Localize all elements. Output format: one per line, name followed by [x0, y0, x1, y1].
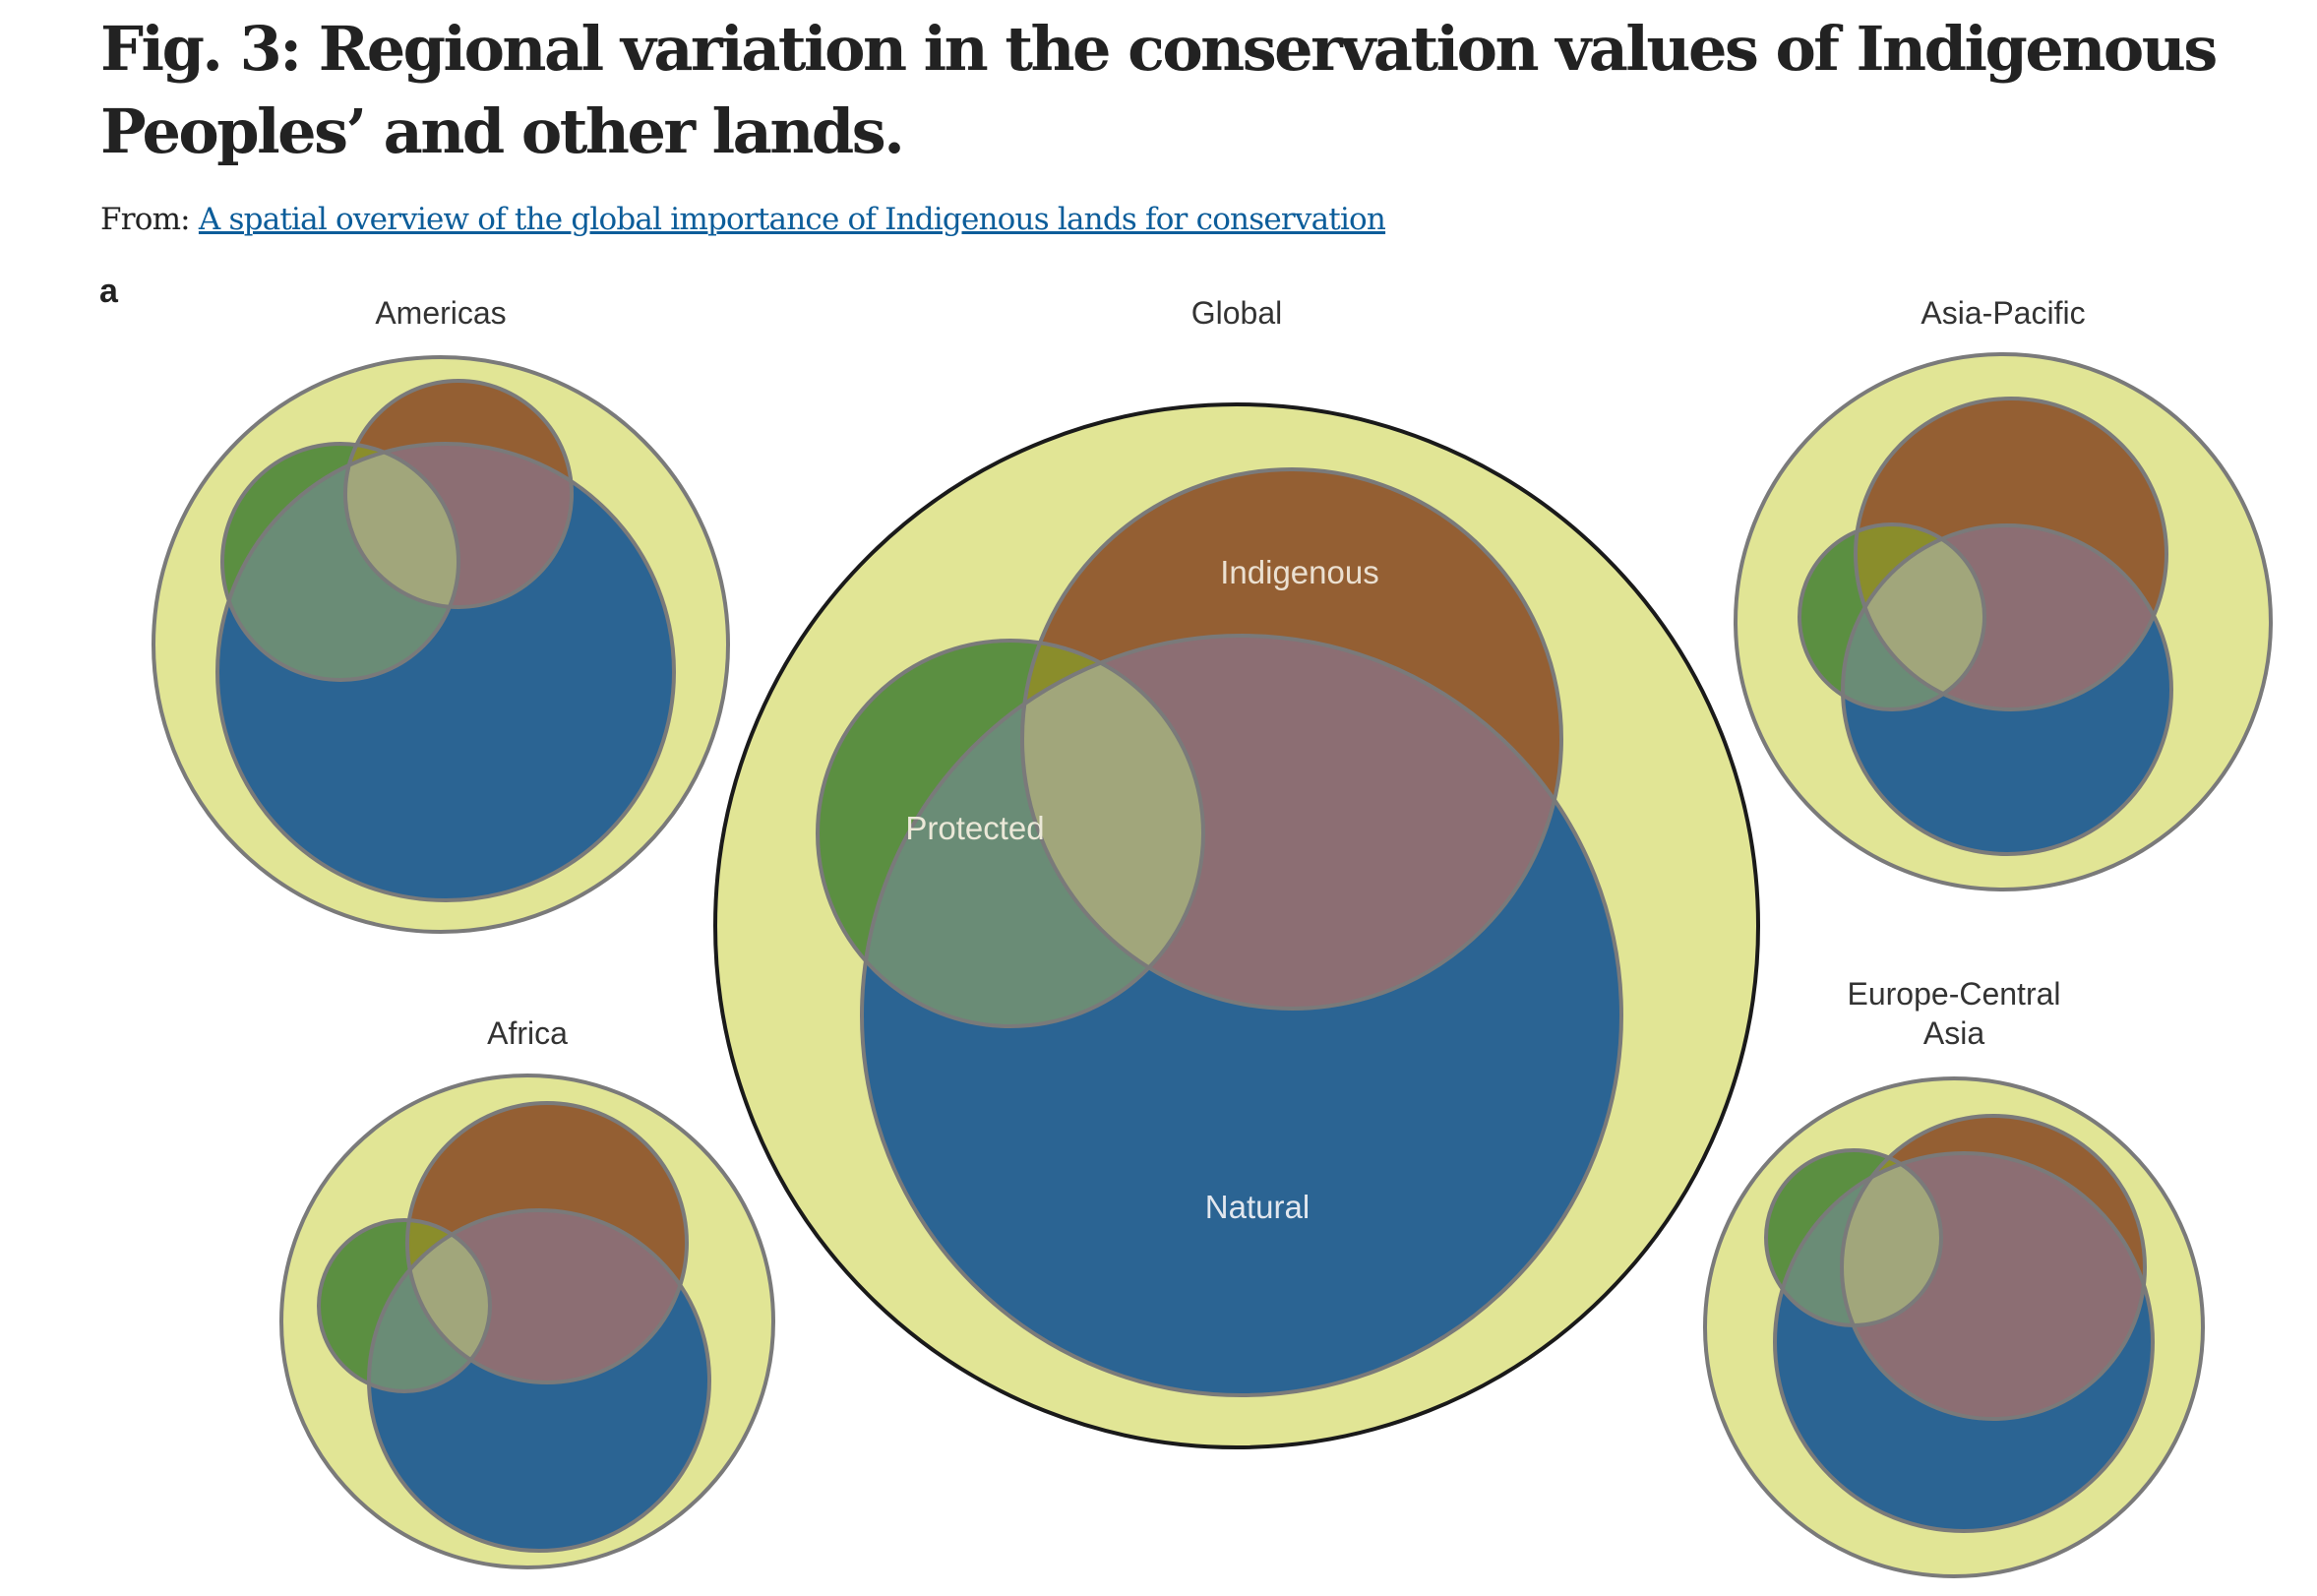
- asia-pacific-natural-outline: [1841, 523, 2173, 856]
- europe-central-asia-all-sets-overlap: [1842, 1153, 1941, 1325]
- set-label-indigenous: Indigenous: [1220, 554, 1378, 590]
- global-protected-outline: [816, 639, 1205, 1028]
- americas-indigenous-outline: [343, 379, 574, 609]
- europe-central-asia-protected-outline: [1764, 1148, 1943, 1327]
- region-label-africa: Africa: [487, 1015, 568, 1051]
- africa-protected-outline: [317, 1218, 492, 1393]
- set-label-protected: Protected: [905, 810, 1044, 846]
- region-global: Global Indigenous Protected Natural: [713, 295, 1760, 1449]
- americas-protected-outline: [220, 442, 460, 682]
- africa-indigenous-outline: [405, 1101, 689, 1384]
- from-label: From:: [100, 202, 191, 237]
- figure-title: Fig. 3: Regional variation in the conser…: [100, 13, 2218, 167]
- source-article-link[interactable]: A spatial overview of the global importa…: [198, 202, 1386, 237]
- region-label-americas: Americas: [375, 295, 506, 331]
- region-label-asia-pacific: Asia-Pacific: [1921, 295, 2085, 331]
- region-asia-pacific: Asia-Pacific: [1734, 295, 2273, 891]
- region-americas: Americas: [152, 295, 730, 934]
- region-africa: Africa: [279, 1015, 775, 1569]
- global-indigenous-outline: [1020, 467, 1563, 1011]
- americas-natural-outline: [215, 442, 676, 902]
- asia-pacific-indigenous-outline: [1854, 397, 2168, 711]
- set-label-natural: Natural: [1205, 1189, 1310, 1225]
- region-europe-central-asia: Europe-Central Asia: [1703, 976, 2205, 1578]
- europe-central-asia-indigenous-outline: [1840, 1114, 2147, 1421]
- source-line: From: A spatial overview of the global i…: [100, 202, 1386, 237]
- panel-label: a: [99, 273, 119, 310]
- region-label-europe-central-asia-line2: Asia: [1923, 1015, 1984, 1051]
- europe-central-asia-natural-outline: [1773, 1151, 2155, 1533]
- americas-all-sets-overlap: [345, 444, 458, 607]
- global-natural-outline: [860, 634, 1623, 1397]
- asia-pacific-all-sets-overlap: [1856, 525, 1984, 709]
- africa-natural-outline: [367, 1208, 711, 1553]
- global-all-sets-overlap: [1022, 641, 1203, 1009]
- region-label-global: Global: [1191, 295, 1283, 331]
- region-label-europe-central-asia-line1: Europe-Central: [1848, 976, 2061, 1012]
- asia-pacific-protected-outline: [1798, 522, 1986, 711]
